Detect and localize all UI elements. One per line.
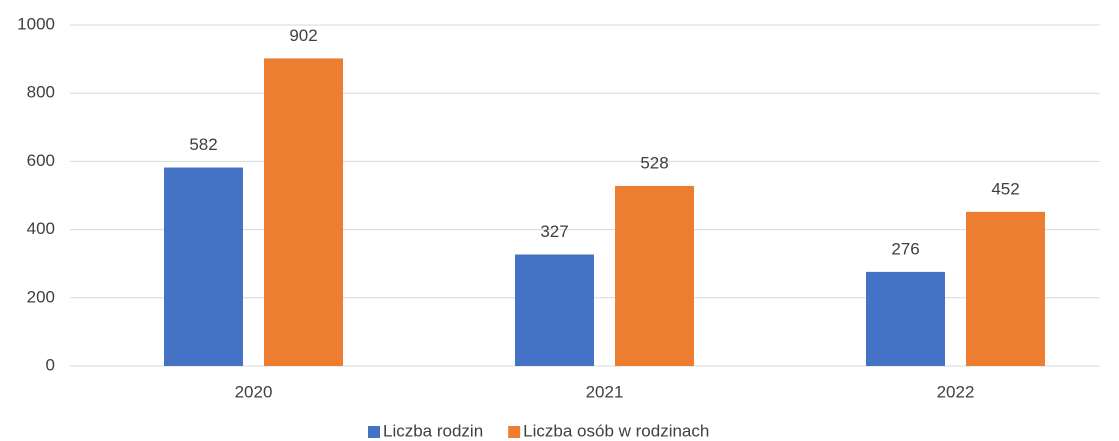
legend-label: Liczba rodzin <box>383 421 483 440</box>
value-label: 528 <box>640 153 668 172</box>
y-tick-label: 0 <box>46 355 55 374</box>
bar <box>615 185 694 366</box>
value-label: 327 <box>540 222 568 241</box>
value-label: 276 <box>891 239 919 258</box>
y-tick-label: 800 <box>27 83 55 102</box>
legend-label: Liczba osób w rodzinach <box>523 421 709 440</box>
y-tick-label: 1000 <box>17 14 55 33</box>
x-tick-label: 2022 <box>937 382 975 401</box>
legend-swatch <box>508 426 521 438</box>
value-label: 582 <box>189 135 217 154</box>
x-tick-label: 2020 <box>235 382 273 401</box>
bar <box>264 58 343 366</box>
y-tick-label: 200 <box>27 287 55 306</box>
value-label: 452 <box>991 179 1019 198</box>
y-tick-label: 600 <box>27 151 55 170</box>
bar <box>515 254 594 366</box>
x-tick-label: 2021 <box>586 382 624 401</box>
value-label: 902 <box>289 26 317 45</box>
bar <box>966 211 1045 366</box>
bar <box>164 167 243 366</box>
bar <box>866 271 945 366</box>
legend-swatch <box>368 426 380 438</box>
y-tick-label: 400 <box>27 219 55 238</box>
